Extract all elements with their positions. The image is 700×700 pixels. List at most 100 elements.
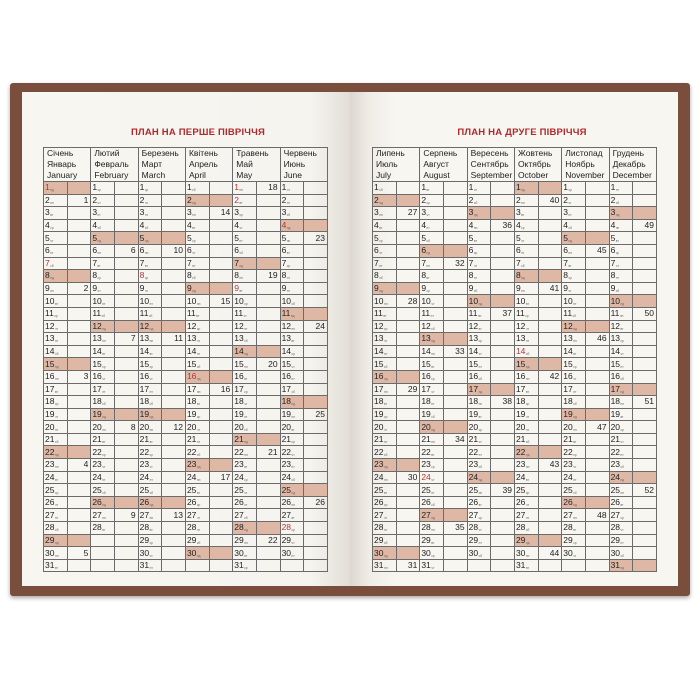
notes-cell[interactable] [208, 369, 234, 384]
notes-cell[interactable] [255, 382, 281, 397]
notes-cell[interactable] [395, 445, 421, 460]
notes-cell[interactable] [442, 445, 468, 460]
notes-cell[interactable] [537, 495, 563, 510]
notes-cell[interactable] [632, 533, 657, 548]
notes-cell[interactable] [255, 483, 281, 497]
notes-cell[interactable]: 13 [161, 508, 186, 523]
notes-cell[interactable]: 6 [113, 243, 139, 258]
notes-cell[interactable] [584, 344, 610, 359]
notes-cell[interactable] [303, 243, 328, 258]
notes-cell[interactable] [66, 521, 92, 535]
notes-cell[interactable] [490, 319, 515, 334]
notes-cell[interactable] [632, 193, 657, 208]
notes-cell[interactable] [303, 533, 328, 548]
notes-cell[interactable] [584, 546, 610, 560]
notes-cell[interactable] [632, 357, 657, 371]
notes-cell[interactable]: 2 [66, 281, 92, 296]
notes-cell[interactable] [303, 206, 328, 220]
notes-cell[interactable] [442, 181, 468, 195]
notes-cell[interactable] [303, 269, 328, 283]
notes-cell[interactable] [303, 395, 328, 409]
notes-cell[interactable] [303, 382, 328, 397]
notes-cell[interactable]: 21 [255, 445, 281, 460]
notes-cell[interactable] [490, 508, 515, 523]
notes-cell[interactable]: 42 [537, 369, 563, 384]
notes-cell[interactable] [442, 508, 468, 523]
notes-cell[interactable] [303, 546, 328, 560]
notes-cell[interactable] [208, 432, 234, 447]
notes-cell[interactable] [303, 432, 328, 447]
notes-cell[interactable] [442, 407, 468, 422]
notes-cell[interactable] [584, 558, 610, 573]
notes-cell[interactable] [395, 193, 421, 208]
notes-cell[interactable] [113, 218, 139, 233]
notes-cell[interactable] [208, 407, 234, 422]
notes-cell[interactable] [537, 344, 563, 359]
notes-cell[interactable]: 25 [303, 407, 328, 422]
notes-cell[interactable] [632, 458, 657, 472]
notes-cell[interactable] [113, 357, 139, 371]
notes-cell[interactable] [584, 533, 610, 548]
notes-cell[interactable] [584, 193, 610, 208]
notes-cell[interactable]: 14 [208, 206, 234, 220]
notes-cell[interactable] [584, 483, 610, 497]
notes-cell[interactable] [395, 420, 421, 434]
notes-cell[interactable] [255, 319, 281, 334]
notes-cell[interactable] [442, 294, 468, 308]
notes-cell[interactable] [442, 558, 468, 573]
notes-cell[interactable] [442, 306, 468, 321]
notes-cell[interactable]: 7 [113, 332, 139, 346]
notes-cell[interactable] [303, 458, 328, 472]
notes-cell[interactable] [395, 407, 421, 422]
notes-cell[interactable] [113, 344, 139, 359]
notes-cell[interactable] [113, 483, 139, 497]
notes-cell[interactable] [584, 470, 610, 485]
notes-cell[interactable] [66, 420, 92, 434]
notes-cell[interactable]: 33 [442, 344, 468, 359]
notes-cell[interactable]: 28 [395, 294, 421, 308]
notes-cell[interactable] [537, 521, 563, 535]
notes-cell[interactable] [632, 206, 657, 220]
notes-cell[interactable] [66, 206, 92, 220]
notes-cell[interactable] [442, 357, 468, 371]
notes-cell[interactable] [208, 344, 234, 359]
notes-cell[interactable] [490, 181, 515, 195]
notes-cell[interactable] [113, 533, 139, 548]
notes-cell[interactable] [632, 269, 657, 283]
notes-cell[interactable] [537, 445, 563, 460]
notes-cell[interactable] [303, 369, 328, 384]
notes-cell[interactable]: 30 [395, 470, 421, 485]
notes-cell[interactable] [161, 521, 186, 535]
notes-cell[interactable] [208, 508, 234, 523]
notes-cell[interactable] [537, 294, 563, 308]
notes-cell[interactable] [66, 218, 92, 233]
notes-cell[interactable] [632, 344, 657, 359]
notes-cell[interactable] [113, 269, 139, 283]
notes-cell[interactable] [395, 369, 421, 384]
notes-cell[interactable] [584, 319, 610, 334]
notes-cell[interactable] [66, 269, 92, 283]
notes-cell[interactable] [584, 357, 610, 371]
notes-cell[interactable] [208, 445, 234, 460]
notes-cell[interactable] [537, 218, 563, 233]
notes-cell[interactable] [161, 344, 186, 359]
notes-cell[interactable] [537, 420, 563, 434]
notes-cell[interactable] [537, 306, 563, 321]
notes-cell[interactable] [442, 206, 468, 220]
notes-cell[interactable]: 44 [537, 546, 563, 560]
notes-cell[interactable] [490, 206, 515, 220]
notes-cell[interactable] [113, 319, 139, 334]
notes-cell[interactable] [208, 495, 234, 510]
notes-cell[interactable] [66, 445, 92, 460]
notes-cell[interactable] [490, 256, 515, 271]
notes-cell[interactable] [255, 546, 281, 560]
notes-cell[interactable] [303, 256, 328, 271]
notes-cell[interactable] [537, 395, 563, 409]
notes-cell[interactable]: 24 [303, 319, 328, 334]
notes-cell[interactable] [632, 294, 657, 308]
notes-cell[interactable] [113, 546, 139, 560]
notes-cell[interactable] [208, 483, 234, 497]
notes-cell[interactable] [113, 395, 139, 409]
notes-cell[interactable] [113, 495, 139, 510]
notes-cell[interactable] [113, 432, 139, 447]
